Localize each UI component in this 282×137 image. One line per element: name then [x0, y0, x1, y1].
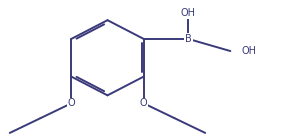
Text: OH: OH	[241, 46, 257, 56]
Text: O: O	[140, 98, 147, 108]
Text: B: B	[185, 34, 192, 44]
Text: O: O	[67, 98, 75, 108]
Text: OH: OH	[181, 8, 196, 18]
